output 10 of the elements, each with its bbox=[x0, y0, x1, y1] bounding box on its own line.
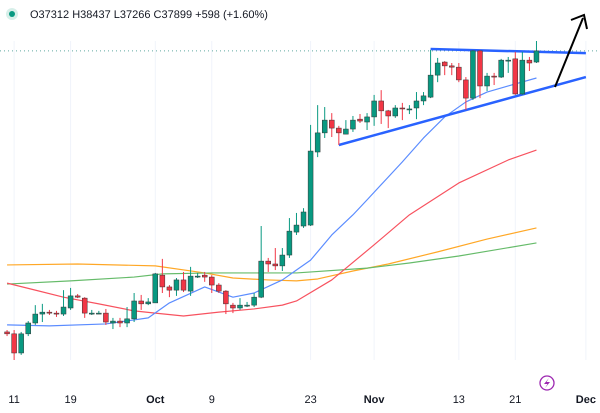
text: O37312 H38437 L37266 C37899 +598 (+1.60%) bbox=[30, 9, 268, 21]
x-tick-label: 9 bbox=[208, 394, 215, 406]
x-tick-label: 11 bbox=[8, 394, 20, 406]
x-tick-label: Oct bbox=[146, 394, 165, 406]
x-tick-label: Nov bbox=[364, 394, 386, 406]
x-tick-label: 19 bbox=[64, 394, 77, 406]
x-tick-label: 21 bbox=[509, 394, 522, 406]
x-tick-label: 13 bbox=[452, 394, 465, 406]
x-tick-label: 23 bbox=[304, 394, 317, 406]
x-tick-label: Dec bbox=[576, 394, 596, 406]
